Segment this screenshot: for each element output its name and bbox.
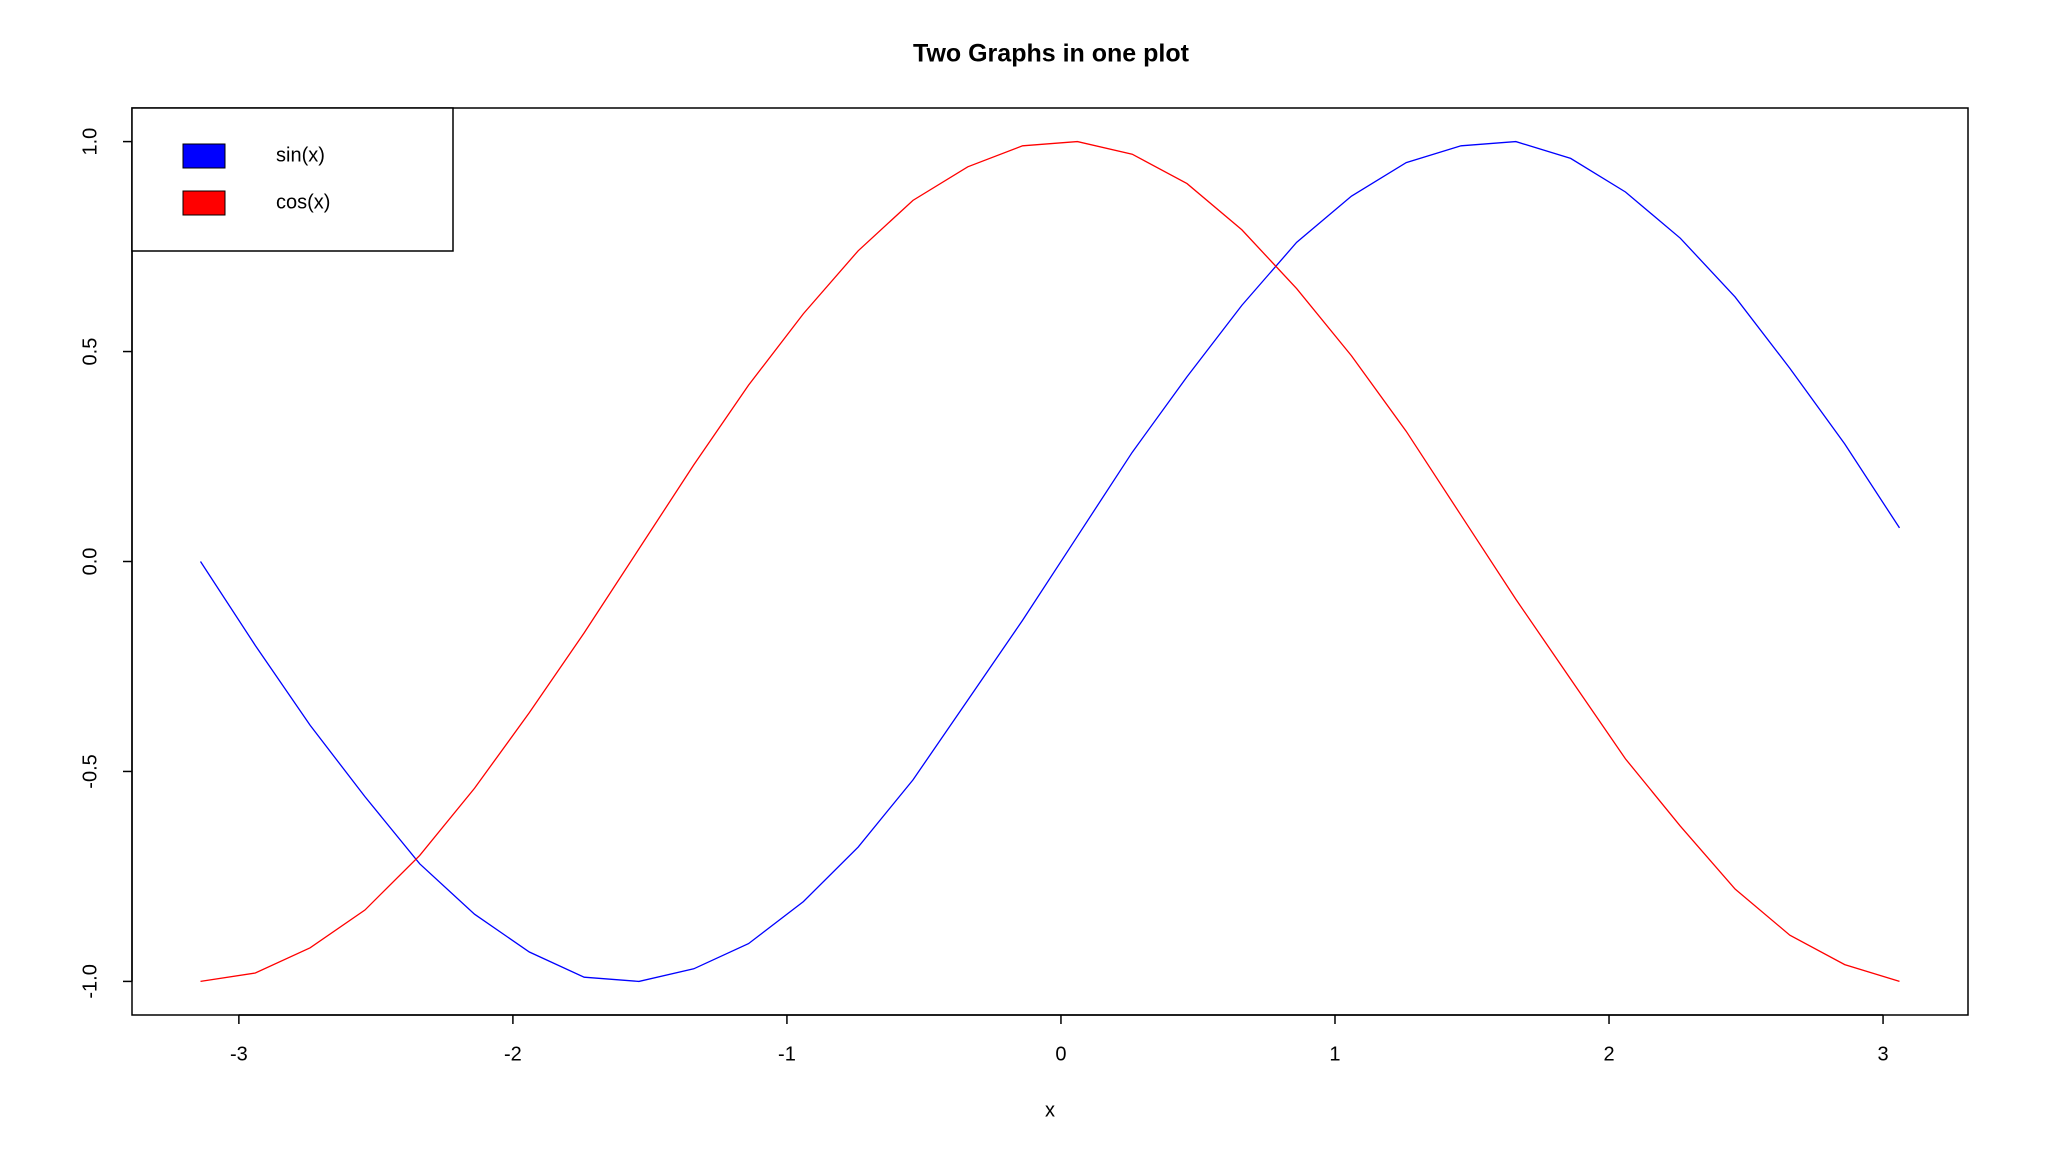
legend-label: cos(x) <box>276 191 330 213</box>
y-tick-label: 1.0 <box>79 128 101 156</box>
legend-box <box>131 107 454 252</box>
y-tick-label: -0.5 <box>79 754 101 788</box>
x-tick-label: 3 <box>1877 1043 1888 1065</box>
y-tick-label: 0.5 <box>79 338 101 366</box>
x-tick-label: 0 <box>1055 1043 1066 1065</box>
legend-swatch <box>182 190 226 216</box>
legend-swatch <box>182 143 226 169</box>
x-tick-label: 2 <box>1603 1043 1614 1065</box>
x-axis-label: x <box>1045 1099 1055 1121</box>
x-tick-label: 1 <box>1329 1043 1340 1065</box>
y-tick-label: -1.0 <box>79 964 101 998</box>
chart-title: Two Graphs in one plot <box>913 40 1190 68</box>
legend: sin(x) cos(x) <box>131 107 454 252</box>
series-line <box>199 140 1901 983</box>
legend-label: sin(x) <box>276 144 325 166</box>
x-tick-label: -2 <box>504 1043 522 1065</box>
y-tick-label: 0.0 <box>79 548 101 576</box>
x-tick-label: -3 <box>230 1043 248 1065</box>
series-line <box>200 140 1900 983</box>
x-tick-label: -1 <box>778 1043 796 1065</box>
